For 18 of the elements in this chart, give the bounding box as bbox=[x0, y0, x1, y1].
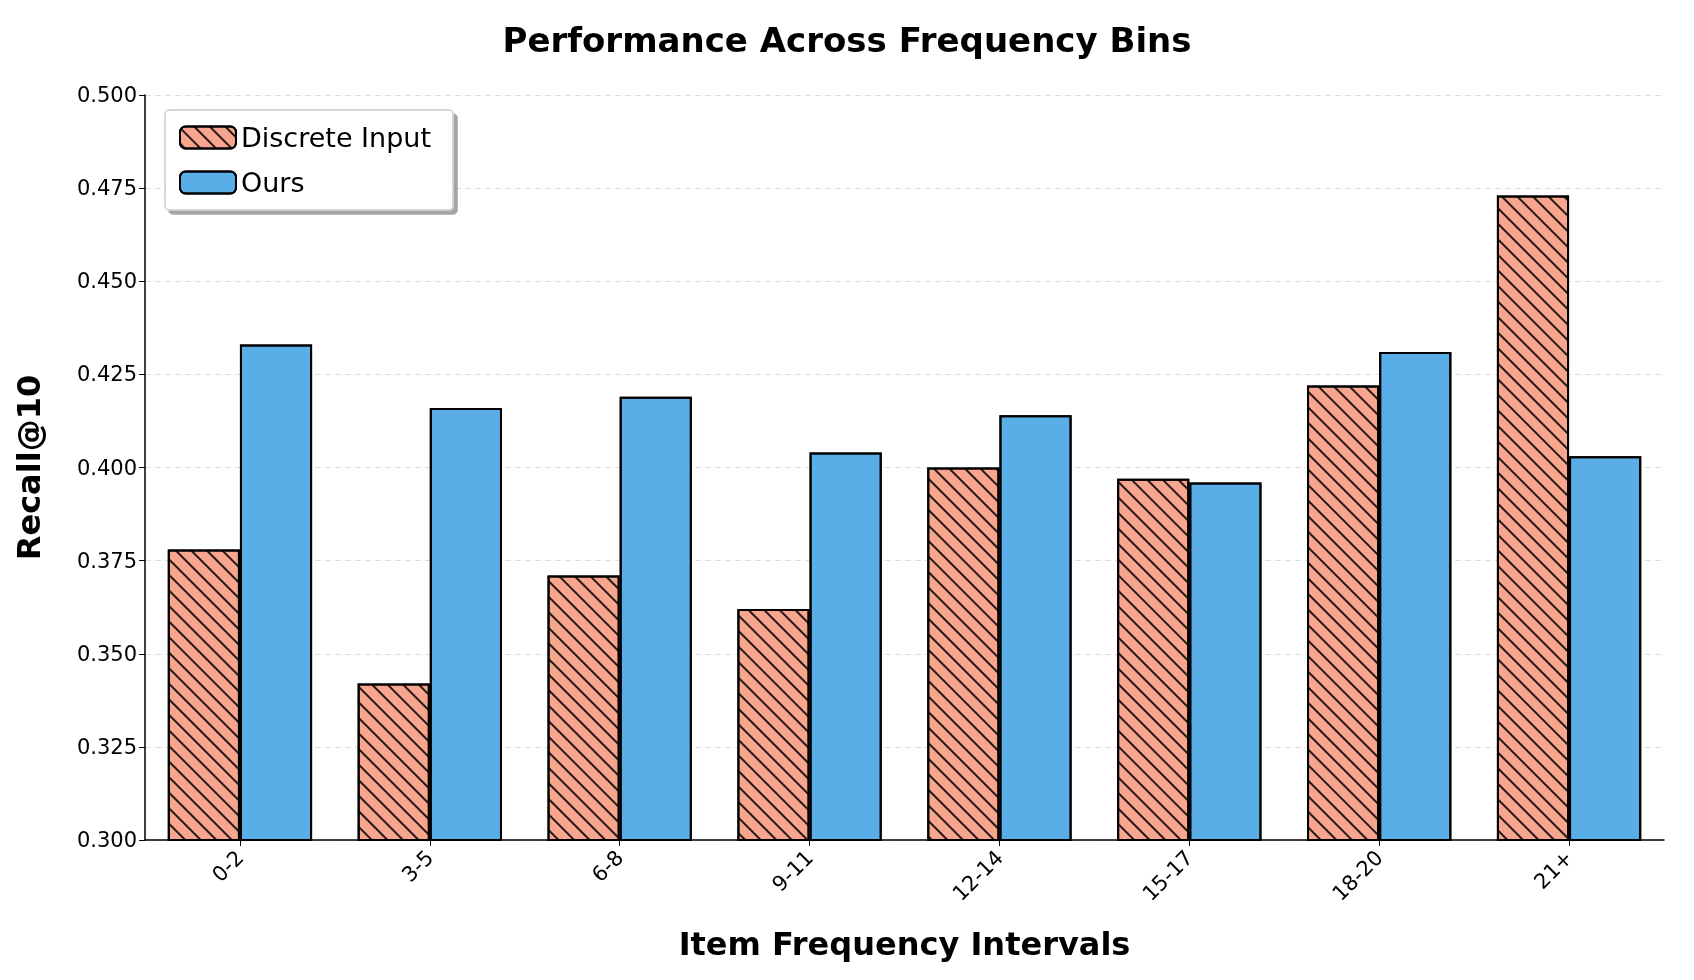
y-tick-label: 0.400 bbox=[76, 455, 137, 480]
x-tick-label: 3-5 bbox=[397, 845, 439, 887]
x-tick-label: 6-8 bbox=[586, 845, 629, 887]
y-tick-label: 0.475 bbox=[76, 176, 137, 201]
y-axis-title: Recall@10 bbox=[10, 374, 48, 561]
y-tick-label: 0.375 bbox=[76, 548, 137, 573]
y-tick-label: 0.450 bbox=[76, 269, 137, 294]
chart-title: Performance Across Frequency Bins bbox=[502, 20, 1192, 60]
y-tick-label: 0.325 bbox=[76, 734, 137, 759]
legend-label: Discrete Input bbox=[241, 122, 432, 153]
y-tick-label: 0.350 bbox=[76, 641, 137, 666]
y-tick-label: 0.300 bbox=[76, 828, 137, 852]
x-tick-label: 21+ bbox=[1529, 845, 1578, 894]
y-tick-label: 0.500 bbox=[76, 83, 137, 107]
y-tick-label: 0.425 bbox=[76, 362, 137, 387]
x-axis-title: Item Frequency Intervals bbox=[678, 925, 1131, 963]
x-tick-label: 0-2 bbox=[207, 845, 249, 887]
legend-label: Ours bbox=[241, 167, 305, 198]
